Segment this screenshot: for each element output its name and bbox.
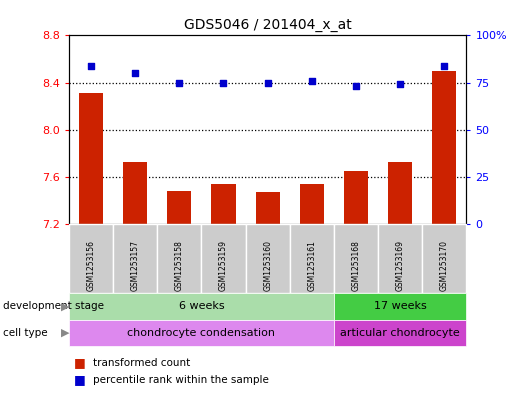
Text: GSM1253169: GSM1253169: [396, 240, 404, 291]
Point: [219, 79, 228, 86]
Bar: [123, 162, 147, 224]
Text: ■: ■: [74, 373, 86, 386]
Text: percentile rank within the sample: percentile rank within the sample: [93, 375, 269, 385]
Point: [307, 77, 316, 84]
Text: ▶: ▶: [61, 301, 69, 311]
Text: GSM1253160: GSM1253160: [263, 240, 272, 291]
Point: [352, 83, 360, 90]
Text: articular chondrocyte: articular chondrocyte: [340, 328, 460, 338]
Text: GSM1253168: GSM1253168: [351, 240, 360, 291]
Bar: [299, 184, 324, 224]
Text: transformed count: transformed count: [93, 358, 190, 368]
Title: GDS5046 / 201404_x_at: GDS5046 / 201404_x_at: [184, 18, 351, 31]
Point: [396, 81, 404, 88]
Text: 6 weeks: 6 weeks: [179, 301, 224, 311]
Point: [175, 79, 183, 86]
Bar: [211, 184, 236, 224]
Bar: [344, 171, 368, 224]
Text: GSM1253157: GSM1253157: [131, 240, 139, 291]
Bar: [79, 93, 103, 224]
Bar: [255, 192, 280, 224]
Point: [87, 62, 95, 69]
Text: chondrocyte condensation: chondrocyte condensation: [127, 328, 276, 338]
Text: GSM1253158: GSM1253158: [175, 240, 184, 291]
Bar: [167, 191, 191, 224]
Text: GSM1253156: GSM1253156: [86, 240, 95, 291]
Text: cell type: cell type: [3, 328, 47, 338]
Text: ▶: ▶: [61, 328, 69, 338]
Text: ■: ■: [74, 356, 86, 369]
Point: [131, 70, 139, 76]
Point: [263, 79, 272, 86]
Text: GSM1253161: GSM1253161: [307, 240, 316, 291]
Bar: [388, 162, 412, 224]
Text: 17 weeks: 17 weeks: [374, 301, 427, 311]
Text: GSM1253159: GSM1253159: [219, 240, 228, 291]
Bar: [432, 71, 456, 224]
Text: GSM1253170: GSM1253170: [440, 240, 449, 291]
Text: development stage: development stage: [3, 301, 104, 311]
Point: [440, 62, 448, 69]
